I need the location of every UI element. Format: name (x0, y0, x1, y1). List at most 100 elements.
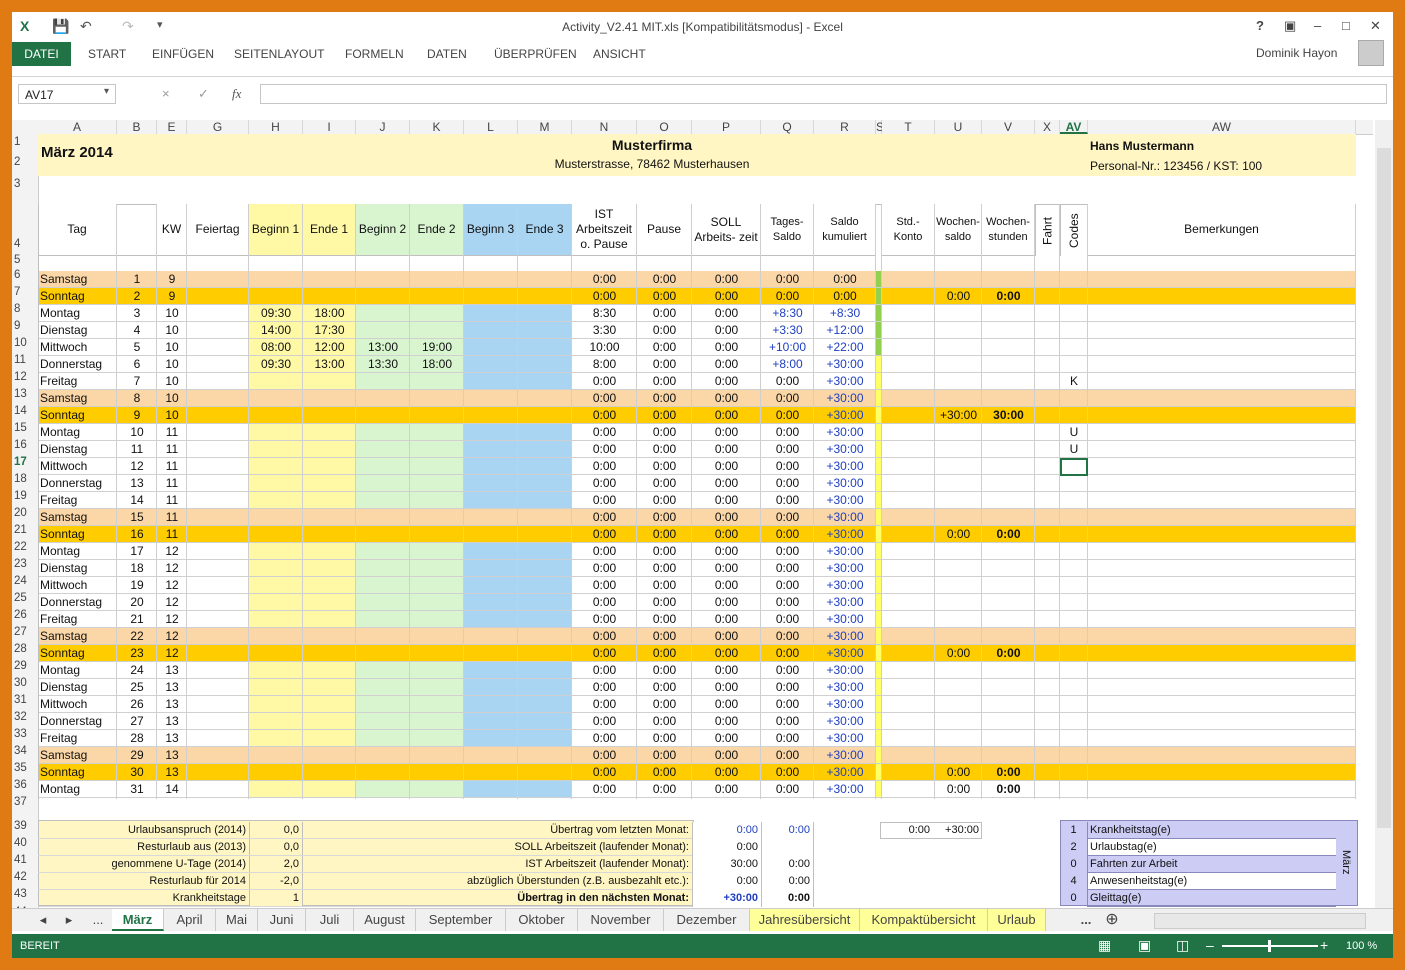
column-header-x[interactable]: X (1035, 120, 1060, 134)
row-header-28[interactable]: 28 (14, 643, 27, 655)
cell-u-23[interactable] (935, 560, 982, 577)
cell-q-10[interactable]: +10:00 (768, 340, 807, 354)
cell-u-29[interactable] (935, 662, 982, 679)
summary-mid-value-1[interactable]: 0:00 (692, 822, 761, 839)
cell-u-14[interactable]: +30:00 (939, 408, 978, 422)
cell-i-13[interactable] (303, 390, 356, 407)
cell-b-32[interactable]: 27 (130, 714, 144, 728)
column-header-l[interactable]: L (464, 120, 518, 134)
cell-u-32[interactable] (935, 713, 982, 730)
row-header-35[interactable]: 35 (14, 762, 27, 774)
cell-i-36[interactable] (303, 781, 356, 798)
cell-u-16[interactable] (935, 441, 982, 458)
cancel-icon[interactable]: × (162, 86, 170, 101)
cell-i-29[interactable] (303, 662, 356, 679)
page-layout-view-icon[interactable]: ▣ (1138, 937, 1152, 953)
name-box-dropdown-icon[interactable]: ▾ (104, 86, 110, 97)
cell-e-34[interactable]: 13 (165, 748, 179, 762)
cell-b-16[interactable]: 11 (130, 442, 144, 456)
cell-j-11[interactable]: 13:30 (367, 357, 399, 371)
row-header-6[interactable]: 6 (14, 269, 21, 281)
cell-i-30[interactable] (303, 679, 356, 696)
cell-av-31[interactable] (1060, 696, 1088, 713)
cell-o-15[interactable]: 0:00 (652, 425, 677, 439)
cell-e-13[interactable]: 10 (165, 391, 179, 405)
cell-e-36[interactable]: 14 (165, 782, 179, 796)
cell-o-6[interactable]: 0:00 (652, 272, 677, 286)
cell-j-18[interactable] (356, 475, 410, 492)
sheet-tab-august[interactable]: August (354, 909, 416, 931)
row-header-18[interactable]: 18 (14, 473, 27, 485)
cell-a-28[interactable]: Sonntag (40, 646, 85, 660)
cell-k-18[interactable] (410, 475, 464, 492)
cell-b-25[interactable]: 20 (130, 595, 144, 609)
cell-r-12[interactable]: +30:00 (826, 374, 864, 388)
selected-cell-av17[interactable] (1060, 458, 1088, 476)
cell-b-23[interactable]: 18 (130, 561, 144, 575)
cell-e-14[interactable]: 10 (165, 408, 179, 422)
tab-formeln[interactable]: FORMELN (345, 47, 404, 61)
cell-u-25[interactable] (935, 594, 982, 611)
cell-h-19[interactable] (249, 492, 303, 509)
cell-r-34[interactable]: +30:00 (826, 748, 864, 762)
cell-q-14[interactable]: 0:00 (775, 408, 800, 422)
cell-a-11[interactable]: Donnerstag (40, 357, 103, 371)
row-header-26[interactable]: 26 (14, 609, 27, 621)
cell-k-31[interactable] (410, 696, 464, 713)
cell-o-36[interactable]: 0:00 (652, 782, 677, 796)
cell-j-9[interactable] (356, 322, 410, 339)
row-header-31[interactable]: 31 (14, 694, 27, 706)
cell-b-18[interactable]: 13 (130, 476, 144, 490)
cell-h-17[interactable] (249, 458, 303, 475)
cell-b-6[interactable]: 1 (133, 272, 141, 286)
cell-p-20[interactable]: 0:00 (714, 510, 739, 524)
cell-v-12[interactable] (982, 373, 1035, 390)
cell-j-7[interactable] (356, 288, 410, 305)
cell-n-14[interactable]: 0:00 (592, 408, 617, 422)
cell-q-9[interactable]: +3:30 (772, 323, 803, 337)
cell-n-17[interactable]: 0:00 (592, 459, 617, 473)
cell-o-34[interactable]: 0:00 (652, 748, 677, 762)
cell-i-26[interactable] (303, 611, 356, 628)
cell-av-29[interactable] (1060, 662, 1088, 679)
cell-i-24[interactable] (303, 577, 356, 594)
cell-n-12[interactable]: 0:00 (592, 374, 617, 388)
cell-o-20[interactable]: 0:00 (652, 510, 677, 524)
cell-q-31[interactable]: 0:00 (775, 697, 800, 711)
cell-a-9[interactable]: Dienstag (40, 323, 88, 337)
cell-h-29[interactable] (249, 662, 303, 679)
cell-o-16[interactable]: 0:00 (652, 442, 677, 456)
cell-b-19[interactable]: 14 (130, 493, 144, 507)
maximize-icon[interactable]: □ (1342, 18, 1350, 33)
cell-r-30[interactable]: +30:00 (826, 680, 864, 694)
cell-i-16[interactable] (303, 441, 356, 458)
cell-h-24[interactable] (249, 577, 303, 594)
tab-daten[interactable]: DATEN (427, 47, 467, 61)
row-header-25[interactable]: 25 (14, 592, 27, 604)
cell-j-33[interactable] (356, 730, 410, 747)
page-break-view-icon[interactable]: ◫ (1176, 937, 1190, 953)
cell-b-30[interactable]: 25 (130, 680, 144, 694)
cell-k-12[interactable] (410, 373, 464, 390)
cell-p-29[interactable]: 0:00 (714, 663, 739, 677)
column-header-u[interactable]: U (935, 120, 982, 134)
cell-j-32[interactable] (356, 713, 410, 730)
cell-p-16[interactable]: 0:00 (714, 442, 739, 456)
cell-o-28[interactable]: 0:00 (652, 646, 677, 660)
cell-r-20[interactable]: +30:00 (826, 510, 864, 524)
cell-n-23[interactable]: 0:00 (592, 561, 617, 575)
cell-h-10[interactable]: 08:00 (260, 340, 292, 354)
cell-k-33[interactable] (410, 730, 464, 747)
row-header-4[interactable]: 4 (14, 238, 21, 250)
cell-p-7[interactable]: 0:00 (714, 289, 739, 303)
column-header-h[interactable]: H (249, 120, 303, 134)
cell-v-34[interactable] (982, 747, 1035, 764)
cell-a-34[interactable]: Samstag (40, 748, 88, 762)
cell-e-23[interactable]: 12 (165, 561, 179, 575)
cell-b-7[interactable]: 2 (133, 289, 141, 303)
cell-q-36[interactable]: 0:00 (775, 782, 800, 796)
cell-v-14[interactable]: 30:00 (993, 408, 1024, 422)
cell-v-20[interactable] (982, 509, 1035, 526)
cell-i-18[interactable] (303, 475, 356, 492)
cell-u-18[interactable] (935, 475, 982, 492)
